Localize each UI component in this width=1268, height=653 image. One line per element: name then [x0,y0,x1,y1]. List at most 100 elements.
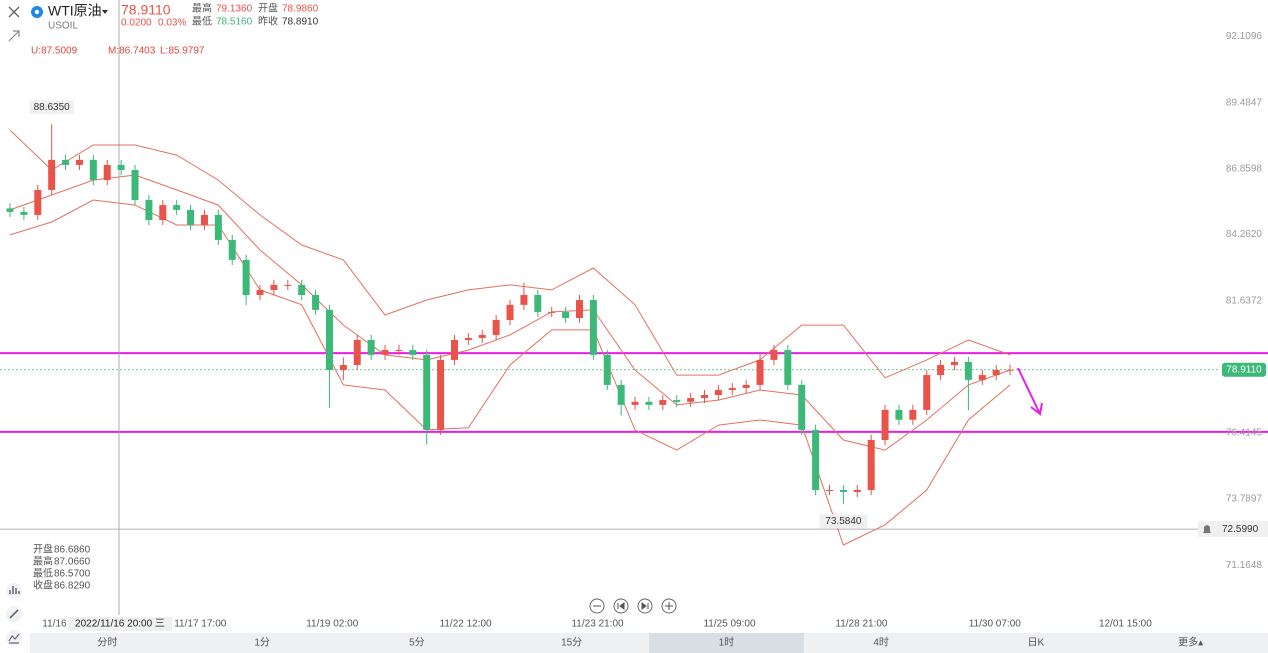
crosshair-time-label: 2022/11/16 20:00 三 [75,619,165,630]
bollinger-band [9,199,1011,546]
y-tick-label: 86.8598 [1226,164,1263,175]
timeframe-tab[interactable]: 日K [1028,638,1045,649]
crosshair-price-label: 72.5990 [1222,524,1259,535]
candle-body [506,304,514,321]
expand-button[interactable] [8,30,20,42]
timeframe-tabs: 分时 1分 5分 15分 1时 4时 日K 更多▴ [97,633,1203,653]
candle-body [895,409,903,420]
zoom-in-icon [665,602,673,610]
close-button[interactable] [8,6,20,18]
x-tick-label: 11/28 21:00 [835,619,888,630]
candle-body [617,384,625,405]
candle-body [450,339,458,360]
candle-body [603,354,611,385]
boll-lower: L:85.9797 [160,46,205,57]
indicator-icon [9,586,20,594]
candle-body [728,387,736,390]
x-tick-label: 11/23 21:00 [571,619,624,630]
plot-area: 72.5990 92.1096 89.4847 86.8598 84.2620 81.63… [0,0,1268,631]
timeframe-tab[interactable]: 5分 [409,637,425,649]
x-tick-label: 11/19 02:00 [306,619,359,630]
symbol-name[interactable]: WTI原油 [48,3,102,19]
candle-body [242,259,250,295]
back-icon [617,602,625,610]
candle-body [645,401,653,405]
candle-body [339,364,347,371]
close-icon [8,6,20,18]
boll-upper: U:87.5009 [31,46,78,57]
candle-body [853,489,861,492]
candle-body [62,159,70,165]
candle-body [117,164,125,170]
y-tick-label: 92.1096 [1226,31,1263,42]
alert-bell-icon[interactable] [1203,525,1211,534]
x-tick-label: 11/16 [42,619,67,630]
candle-body [784,350,792,385]
candle-body [173,205,181,210]
candle-body [867,439,875,490]
y-tick-label: 84.2620 [1226,229,1263,240]
candle-body [284,284,292,286]
candle-body [48,159,56,190]
candle-body [478,334,486,338]
candle-body [75,159,83,165]
bollinger-band [9,129,1011,379]
candle-body [200,214,208,226]
ohlc-label: 收盘 [33,579,53,592]
price-change: 0.0200 [121,18,152,29]
candle-body [298,284,306,295]
candle-body [325,309,333,371]
timeframe-tab[interactable]: 1分 [254,637,270,649]
candle-body [742,384,750,388]
x-tick-label: 12/01 15:00 [1099,619,1152,630]
symbol-dropdown[interactable] [102,10,108,14]
candle-body [187,209,195,226]
candle-body [534,294,542,312]
candle-body [381,350,389,355]
candle-body [714,389,722,396]
candle-body [89,159,97,181]
y-tick-label: 76.4145 [1226,427,1263,438]
candle-body [464,337,472,340]
y-tick-label: 73.7897 [1226,494,1263,505]
current-price: 78.9110 [121,2,171,18]
ohlc-label: 最低 [33,567,53,580]
candle-body [881,409,889,440]
candle-body [937,364,945,376]
candle-body [492,320,500,335]
candle-body [770,350,778,360]
high-marker-box [29,100,74,115]
candle-body [951,361,959,365]
crosshair-price-box [1198,521,1268,538]
candle-body [6,208,14,212]
candle-body [575,300,583,318]
timeframe-tab[interactable]: 分时 [97,637,117,649]
candle-body [700,395,708,399]
stat-value: 78.5160 [216,17,253,28]
candle-body [992,370,1000,376]
high-marker: 88.6350 [34,102,71,113]
y-tick-label: 71.1648 [1226,560,1263,571]
candle-body [909,409,917,420]
candle-body [839,489,847,492]
timeframe-tab[interactable]: 1时 [719,637,735,649]
candle-body [756,359,764,385]
candle-body [367,339,375,355]
timeframe-tab[interactable]: 更多▴ [1178,636,1203,649]
stat-label: 开盘 [258,2,278,15]
candle-body [562,311,570,318]
candle-body [978,375,986,380]
low-marker: 73.5840 [825,516,862,527]
timeframe-tab[interactable]: 15分 [561,637,582,649]
timeframe-tab[interactable]: 4时 [873,637,889,649]
candle-body [409,350,417,355]
chart-type-icon [8,633,20,644]
ohlc-label: 开盘 [33,543,53,556]
ohlc-label: 最高 [33,555,53,568]
indicator-button[interactable] [6,583,22,599]
price-change-pct: 0.03% [158,18,186,29]
boll-middle: M:86.7403 [108,46,156,57]
candle-body [353,339,361,365]
